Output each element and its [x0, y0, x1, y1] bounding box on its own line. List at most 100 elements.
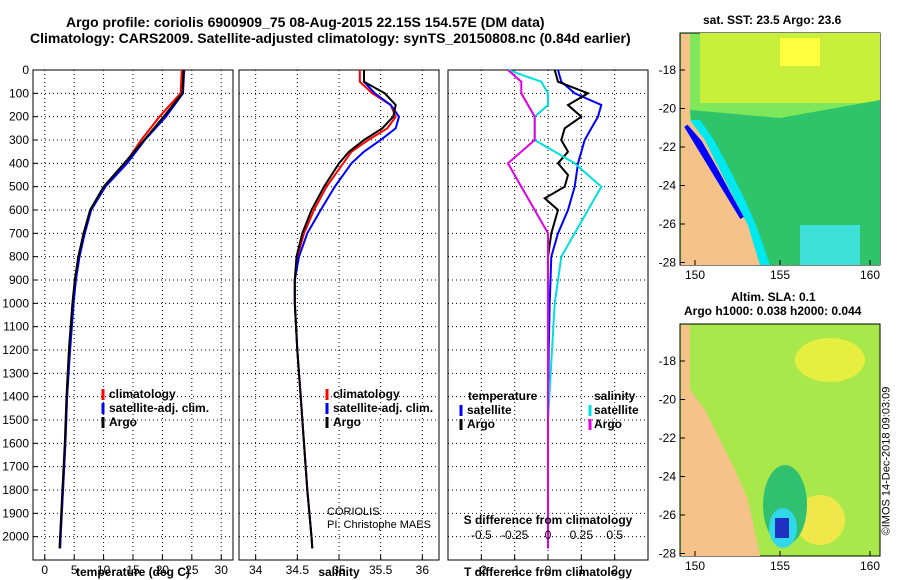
y-tick-label: 1300 [2, 366, 29, 380]
y-tick-label: 800 [9, 250, 29, 264]
y-tick-label: 1600 [2, 436, 29, 450]
legend-label: Argo [467, 417, 495, 431]
map-x-tick-label: 160 [860, 268, 880, 282]
x-tick-label: 10 [97, 563, 111, 577]
x-axis-label: temperature (deg C) [76, 565, 190, 579]
x-tick-label: -2 [476, 563, 487, 577]
temperature-plot: 0 5 10 15 20 25 300100200300400500600700800900… [2, 63, 234, 579]
legend-label: satellite [467, 403, 512, 417]
y-tick-label: 100 [9, 86, 29, 100]
sla-map-land [681, 325, 760, 556]
salinity-plot: 34 34.5 35 35.5 36 salinity climatologysatelli… [238, 69, 440, 579]
x-tick-label: 25 [185, 563, 199, 577]
x-axis-label-2: S difference from climatology [464, 513, 633, 527]
sla-map-ticks: 150 155 160 -18 -20 -22 -24 -26 -28 [659, 354, 881, 573]
map-y-tick-label: -18 [659, 354, 677, 368]
sst-map: 150 155 160 -18 -20 -22 -24 -26 -28 [659, 32, 881, 282]
x-axis-label: T difference from climatology [464, 565, 632, 579]
series-s-argo [506, 69, 549, 549]
x-tick-label-2: -0.25 [501, 528, 529, 542]
map-x-tick-label: 150 [685, 559, 705, 573]
x-tick-label: 34 [249, 563, 263, 577]
y-tick-label: 1700 [2, 460, 29, 474]
map-y-tick-label: -22 [659, 140, 677, 154]
sla-map: 150 155 160 -18 -20 -22 -24 -26 -28 [659, 323, 881, 573]
sst-map-coast-blue [684, 124, 744, 220]
y-tick-label: 0 [22, 63, 29, 77]
series-s-satellite [507, 69, 603, 549]
annotation-text: CORIOLIS [327, 506, 380, 518]
map-y-tick-label: -28 [659, 256, 677, 270]
map-y-tick-label: -18 [659, 63, 677, 77]
x-tick-label-2: 0.5 [606, 528, 623, 542]
y-tick-label: 500 [9, 180, 29, 194]
legend-label: Argo [109, 415, 137, 429]
header-line1: Argo profile: coriolis 6900909_75 08-Aug… [66, 14, 545, 30]
y-tick-label: 1900 [2, 506, 29, 520]
x-tick-label: -1 [509, 563, 520, 577]
map-x-tick-label: 160 [860, 559, 880, 573]
x-tick-label: 36 [416, 563, 430, 577]
sst-map-coast-cyan [690, 120, 770, 265]
map-y-tick-label: -24 [659, 179, 677, 193]
map-y-tick-label: -26 [659, 217, 677, 231]
x-tick-label-2: 0.25 [570, 528, 594, 542]
legend-label: climatology [109, 387, 176, 401]
annotation-text: PI: Christophe MAES [327, 519, 431, 531]
map-x-tick-label: 155 [770, 559, 790, 573]
sla-map-high-1 [795, 338, 865, 382]
x-tick-label: 35 [332, 563, 346, 577]
y-tick-label: 1500 [2, 413, 29, 427]
map-x-tick-label: 155 [770, 268, 790, 282]
sst-map-cyan-patch [800, 225, 860, 265]
y-tick-label: 200 [9, 110, 29, 124]
imos-stamp: ©IMOS 14-Dec-2018 09:03:09 [880, 386, 893, 536]
y-tick-label: 2000 [2, 530, 29, 544]
sla-map-anomaly-core [775, 518, 789, 538]
x-tick-label: 0 [41, 563, 48, 577]
x-tick-label: 2 [611, 563, 618, 577]
y-tick-label: 900 [9, 273, 29, 287]
map-y-tick-label: -28 [659, 547, 677, 561]
x-tick-label: 1 [578, 563, 585, 577]
sla-map-title2: Argo h1000: 0.038 h2000: 0.044 [684, 304, 862, 318]
sst-map-ticks: 150 155 160 -18 -20 -22 -24 -26 -28 [659, 63, 881, 282]
y-tick-label: 300 [9, 133, 29, 147]
legend-label: satellite [594, 403, 639, 417]
legend-label: satellite-adj. clim. [109, 401, 209, 415]
legend-temperature-title: temperature [468, 389, 538, 403]
sst-map-title: sat. SST: 23.5 Argo: 23.6 [703, 13, 842, 27]
difference-plot: -2 -1 0 1 2T difference from climatology temp… [447, 69, 649, 579]
x-tick-label: 35.5 [369, 563, 393, 577]
y-tick-label: 1400 [2, 390, 29, 404]
sst-map-land [681, 34, 760, 265]
y-tick-label: 1100 [3, 320, 29, 334]
y-tick-label: 700 [9, 226, 29, 240]
x-axis-label: salinity [318, 565, 360, 579]
legend-label: climatology [333, 387, 400, 401]
legend-label: satellite-adj. clim. [333, 401, 433, 415]
legend-label: Argo [333, 415, 361, 429]
map-x-tick-label: 150 [685, 268, 705, 282]
map-y-tick-label: -22 [659, 431, 677, 445]
x-tick-label-2: -0.5 [471, 528, 492, 542]
x-tick-label: 30 [215, 563, 229, 577]
header-line2: Climatology: CARS2009. Satellite-adjuste… [30, 30, 631, 46]
y-tick-label: 600 [9, 203, 29, 217]
legend-label: Argo [594, 417, 622, 431]
series-argo [293, 70, 397, 549]
y-tick-label: 1800 [2, 483, 29, 497]
legend-salinity-title: salinity [594, 389, 636, 403]
x-tick-label: 15 [126, 563, 140, 577]
map-y-tick-label: -20 [659, 102, 677, 116]
y-tick-label: 1000 [2, 296, 29, 310]
map-y-tick-label: -26 [659, 508, 677, 522]
x-tick-label: 20 [156, 563, 170, 577]
series-argo [58, 69, 185, 549]
sla-map-title1: Altim. SLA: 0.1 [731, 290, 816, 304]
x-tick-label: 5 [71, 563, 78, 577]
y-tick-label: 400 [9, 156, 29, 170]
map-y-tick-label: -20 [659, 393, 677, 407]
x-tick-label: 34.5 [286, 563, 310, 577]
